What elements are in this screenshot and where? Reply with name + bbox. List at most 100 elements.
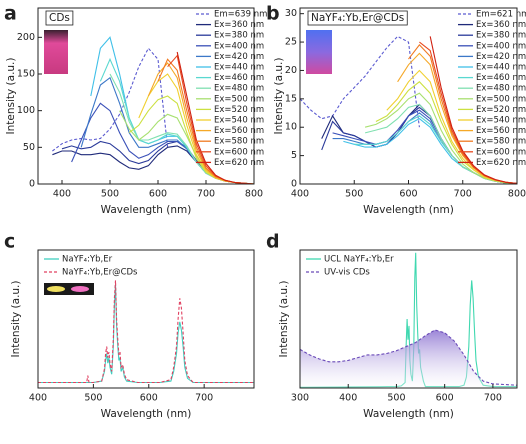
legend-label: Ex=500 nm xyxy=(476,94,526,104)
plot-area xyxy=(300,35,517,184)
legend-label: Ex=380 nm xyxy=(476,31,526,41)
legend-label: NaYF₄:Yb,Er xyxy=(62,255,113,265)
legend-label: Em=639 nm xyxy=(214,10,267,20)
x-axis-label: Wavelength (nm) xyxy=(363,204,454,216)
series-line xyxy=(52,47,169,152)
legend-label: Ex=420 nm xyxy=(476,52,526,62)
y-tick-label: 10 xyxy=(285,122,297,133)
plot-frame xyxy=(299,7,518,185)
legend-label: Ex=620 nm xyxy=(214,158,264,168)
legend-label: Ex=440 nm xyxy=(476,63,526,73)
title-box xyxy=(307,10,408,26)
y-axis-label: Intensity (a.u.) xyxy=(5,58,17,135)
legend-label: Ex=460 nm xyxy=(476,73,526,83)
area-fill xyxy=(300,330,517,388)
x-tick-label: 600 xyxy=(399,189,417,200)
y-tick-label: 30 xyxy=(285,8,297,19)
legend-label: Ex=580 nm xyxy=(214,137,264,147)
y-tick-label: 50 xyxy=(23,142,35,153)
x-tick-label: 400 xyxy=(29,393,47,404)
x-tick-label: 800 xyxy=(508,189,526,200)
series-line xyxy=(429,36,517,184)
x-axis-label: Wavelength (nm) xyxy=(101,408,192,420)
x-tick-label: 600 xyxy=(149,189,167,200)
legend-label: Ex=580 nm xyxy=(476,137,526,147)
plot-frame xyxy=(37,7,255,185)
panel-label: b xyxy=(266,3,280,25)
y-axis-label: Intensity (a.u.) xyxy=(10,281,22,358)
panel-label: a xyxy=(4,3,17,25)
inset-spot xyxy=(47,286,65,292)
inset-photo xyxy=(44,283,94,295)
x-tick-label: 400 xyxy=(339,393,357,404)
legend-label: Ex=620 nm xyxy=(476,158,526,168)
legend-label: Ex=600 nm xyxy=(476,147,526,157)
legend-label: Ex=420 nm xyxy=(214,52,264,62)
y-tick-label: 200 xyxy=(17,32,35,43)
legend-label: Ex=380 nm xyxy=(214,31,264,41)
legend-label: Ex=440 nm xyxy=(214,63,264,73)
legend-label: Ex=360 nm xyxy=(476,20,526,30)
plot-frame xyxy=(299,249,518,389)
legend-label: NaYF₄:Yb,Er@CDs xyxy=(62,268,138,278)
legend-label: Ex=360 nm xyxy=(214,20,264,30)
series-line xyxy=(300,329,517,386)
panel-label: d xyxy=(266,231,280,253)
series-line xyxy=(300,35,420,128)
inset-photo xyxy=(306,30,332,74)
series-line xyxy=(176,51,254,184)
title-box xyxy=(45,10,74,26)
x-axis-label: Wavelength (nm) xyxy=(363,408,454,420)
panel-label: c xyxy=(4,231,15,253)
plot-area xyxy=(38,280,254,384)
inset-spot xyxy=(71,286,89,292)
y-tick-label: 150 xyxy=(17,69,35,80)
x-tick-label: 600 xyxy=(436,393,454,404)
x-axis-label: Wavelength (nm) xyxy=(101,204,192,216)
inset-photo xyxy=(44,30,68,74)
x-tick-label: 700 xyxy=(484,393,502,404)
x-tick-label: 500 xyxy=(345,189,363,200)
legend-label: Ex=520 nm xyxy=(476,105,526,115)
x-tick-label: 500 xyxy=(101,189,119,200)
series-line xyxy=(364,92,517,184)
x-tick-label: 800 xyxy=(245,189,263,200)
y-tick-label: 5 xyxy=(291,150,297,161)
legend-label: Ex=520 nm xyxy=(214,105,264,115)
legend-label: Em=621 nm xyxy=(476,10,526,20)
y-tick-label: 25 xyxy=(285,37,297,48)
y-tick-label: 0 xyxy=(291,179,297,190)
y-tick-label: 15 xyxy=(285,93,297,104)
legend-label: Ex=400 nm xyxy=(214,41,264,51)
legend-label: Ex=540 nm xyxy=(476,116,526,126)
x-tick-label: 600 xyxy=(140,393,158,404)
legend-label: Ex=540 nm xyxy=(214,116,264,126)
y-axis-label: Intensity (a.u.) xyxy=(278,281,290,358)
plot-frame xyxy=(37,249,255,389)
x-tick-label: 500 xyxy=(387,393,405,404)
legend-label: Ex=560 nm xyxy=(476,126,526,136)
legend-label: Ex=560 nm xyxy=(214,126,264,136)
series-line xyxy=(38,280,254,384)
legend-label: Ex=480 nm xyxy=(476,84,526,94)
x-tick-label: 300 xyxy=(291,393,309,404)
y-tick-label: 0 xyxy=(29,179,35,190)
legend-label: Ex=480 nm xyxy=(214,84,264,94)
y-tick-label: 20 xyxy=(285,65,297,76)
legend-label: UV-vis CDs xyxy=(324,268,370,278)
legend-label: UCL NaYF₄:Yb,Er xyxy=(324,255,394,265)
legend-label: Ex=600 nm xyxy=(214,147,264,157)
legend-label: Ex=500 nm xyxy=(214,94,264,104)
x-tick-label: 400 xyxy=(53,189,71,200)
x-tick-label: 400 xyxy=(291,189,309,200)
panel-title: NaYF₄:Yb,Er@CDs xyxy=(311,12,404,24)
x-tick-label: 500 xyxy=(84,393,102,404)
x-tick-label: 700 xyxy=(197,189,215,200)
y-axis-label: Intensity (a.u.) xyxy=(273,58,285,135)
panel-title: CDs xyxy=(49,12,70,24)
legend-label: Ex=460 nm xyxy=(214,73,264,83)
x-tick-label: 700 xyxy=(454,189,472,200)
series-line xyxy=(386,69,517,184)
x-tick-label: 700 xyxy=(195,393,213,404)
